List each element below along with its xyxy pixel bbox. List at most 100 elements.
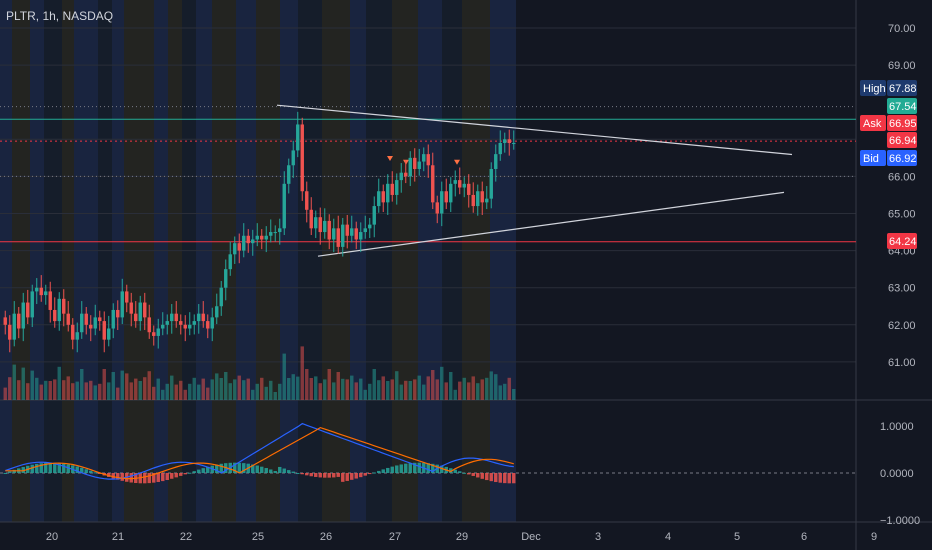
volume-bar xyxy=(372,369,376,400)
candle-body xyxy=(152,332,156,336)
macd-histogram-bar xyxy=(359,473,363,478)
volume-bar xyxy=(426,376,430,400)
session-band xyxy=(392,0,418,522)
macd-histogram-bar xyxy=(84,469,88,473)
volume-bar xyxy=(512,389,516,400)
tag-value-box xyxy=(887,233,917,249)
macd-histogram-bar xyxy=(273,471,277,473)
volume-bar xyxy=(413,379,417,400)
macd-histogram-bar xyxy=(494,473,498,483)
candle-body xyxy=(359,232,363,240)
candles xyxy=(3,111,516,353)
candle-body xyxy=(89,324,93,329)
candle-body xyxy=(84,313,88,325)
candle-body xyxy=(417,161,421,169)
macd-histogram-bar xyxy=(48,462,52,473)
macd-histogram-bar xyxy=(372,472,376,474)
candle-body xyxy=(71,324,75,340)
macd-histogram-bar xyxy=(377,470,381,473)
macd-histogram-bar xyxy=(93,472,97,474)
volume-bar xyxy=(210,379,214,400)
macd-histogram-bar xyxy=(201,468,205,473)
macd-histogram-bar xyxy=(350,473,354,480)
session-band xyxy=(74,0,98,522)
volume-bar xyxy=(345,379,349,400)
macd-histogram-bar xyxy=(309,473,313,477)
signal-line xyxy=(5,426,514,480)
volume-bar xyxy=(273,392,277,400)
macd-histogram-bar xyxy=(336,473,340,477)
macd-histogram-bar xyxy=(296,472,300,474)
volume-bar xyxy=(57,366,61,400)
candle-body xyxy=(102,321,106,340)
macd-histogram-bar xyxy=(156,473,160,482)
volume-bar xyxy=(174,384,178,400)
candle-body xyxy=(318,217,322,233)
candle-body xyxy=(449,183,453,203)
volume-bar xyxy=(408,381,412,400)
volume-bar xyxy=(156,378,160,400)
macd-histogram-bar xyxy=(390,466,394,473)
symbol-title[interactable]: PLTR, 1h, NASDAQ xyxy=(6,9,114,23)
macd-histogram-bar xyxy=(8,471,12,473)
candle-body xyxy=(120,291,124,318)
time-tick-label: 20 xyxy=(46,531,58,543)
candle-body xyxy=(12,313,16,340)
macd-histogram-bar xyxy=(480,473,484,479)
volume-bar xyxy=(305,369,309,400)
volume-bar xyxy=(386,381,390,400)
candle-body xyxy=(260,235,264,240)
session-band xyxy=(366,0,392,522)
tag-label: Ask xyxy=(863,118,882,130)
candle-body xyxy=(350,228,354,236)
candle-body xyxy=(129,302,133,314)
candle-body xyxy=(296,124,300,151)
macd-histogram-bar xyxy=(395,465,399,473)
volume-bar xyxy=(480,379,484,400)
volume-bar xyxy=(332,382,336,400)
macd-histogram-bar xyxy=(111,473,115,479)
volume-bar xyxy=(498,385,502,400)
tag-label-box xyxy=(860,115,886,131)
candle-body xyxy=(458,180,462,188)
time-tick-label: 9 xyxy=(871,531,877,543)
trendlines[interactable] xyxy=(276,104,793,257)
candle-body xyxy=(215,306,219,318)
macd-histogram-bar xyxy=(512,473,516,484)
time-tick-label: Dec xyxy=(521,531,541,543)
macd-histogram-bar xyxy=(449,468,453,473)
macd-histogram-bar xyxy=(30,464,34,473)
candle-body xyxy=(327,220,331,240)
macd-histogram-bar xyxy=(417,462,421,473)
volume-bar xyxy=(39,384,43,400)
macd-histogram-bar xyxy=(278,466,282,473)
volume-bar xyxy=(120,370,124,400)
volume-bar xyxy=(485,377,489,400)
volume-bar xyxy=(116,387,120,400)
session-band xyxy=(168,0,182,522)
volume-bar xyxy=(363,389,367,400)
candle-body xyxy=(305,191,309,210)
time-axis[interactable]: 20 21 22 25 26 27 29 Dec 3 4 5 6 9 xyxy=(46,531,877,543)
macd-histogram-bar xyxy=(318,473,322,478)
candle-body xyxy=(30,291,34,318)
macd-histogram-bar xyxy=(233,462,237,473)
time-tick-label: 26 xyxy=(320,531,332,543)
candle-body xyxy=(309,209,313,229)
time-tick-label: 21 xyxy=(112,531,124,543)
volume-bar xyxy=(219,378,223,400)
volume-bar xyxy=(3,387,7,400)
session-band xyxy=(62,0,74,522)
session-bands xyxy=(0,0,516,522)
volume-bar xyxy=(467,382,471,400)
volume-bar xyxy=(201,378,205,400)
volume-bar xyxy=(93,385,97,400)
macd-histogram-bar xyxy=(332,473,336,478)
candle-body xyxy=(354,228,358,240)
volume-bar xyxy=(260,377,264,400)
macd-histogram-bar xyxy=(120,473,124,481)
candle-body xyxy=(471,194,475,207)
candle-body xyxy=(413,157,417,169)
volume-bar xyxy=(318,383,322,400)
